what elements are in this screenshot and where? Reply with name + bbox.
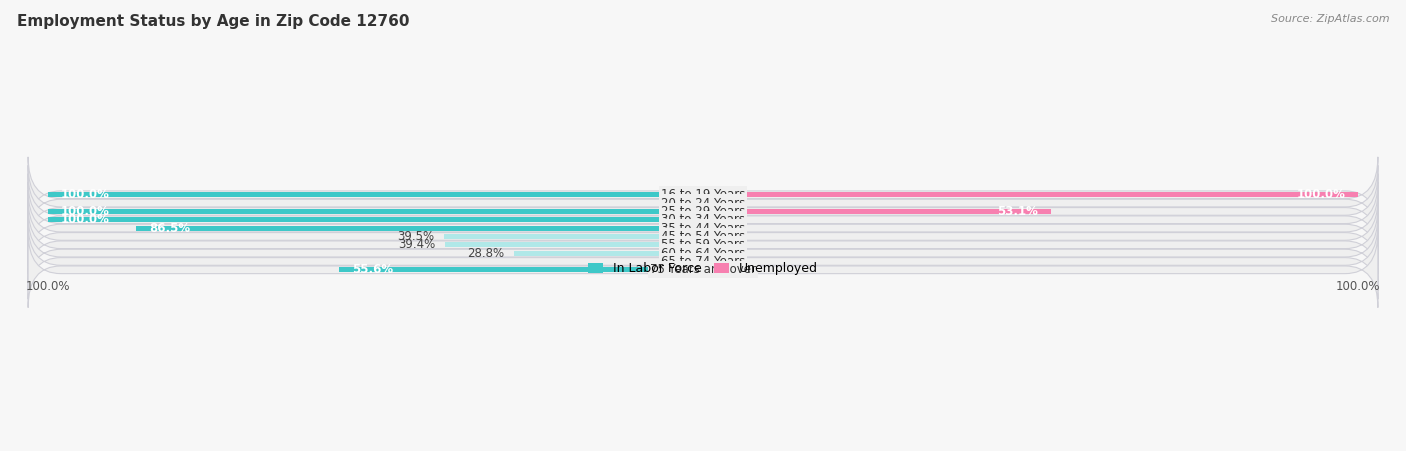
Text: 25 to 29 Years: 25 to 29 Years [661,205,745,218]
Bar [136,226,703,230]
Text: 30 to 34 Years: 30 to 34 Years [661,213,745,226]
Text: 39.4%: 39.4% [398,238,434,251]
Text: 100.0%: 100.0% [1296,188,1346,201]
Text: 65 to 74 Years: 65 to 74 Years [661,255,745,268]
Text: 0.0%: 0.0% [716,247,745,260]
Bar [48,192,703,197]
Text: 55 to 59 Years: 55 to 59 Years [661,238,745,251]
Text: 55.6%: 55.6% [352,263,392,276]
Text: 0.0%: 0.0% [716,263,745,276]
Text: 28.8%: 28.8% [467,247,505,260]
FancyBboxPatch shape [28,215,1378,291]
Bar [444,242,703,247]
Text: 86.5%: 86.5% [149,221,190,235]
FancyBboxPatch shape [28,157,1378,233]
Text: 53.1%: 53.1% [997,205,1038,218]
FancyBboxPatch shape [28,165,1378,241]
Text: 20 to 24 Years: 20 to 24 Years [661,197,745,210]
FancyBboxPatch shape [28,182,1378,258]
Bar [48,209,703,214]
Text: 100.0%: 100.0% [60,188,110,201]
Text: 0.0%: 0.0% [716,221,745,235]
Text: 0.0%: 0.0% [716,255,745,268]
FancyBboxPatch shape [28,174,1378,249]
Text: Source: ZipAtlas.com: Source: ZipAtlas.com [1271,14,1389,23]
Bar [48,217,703,222]
Text: 0.0%: 0.0% [716,197,745,210]
Text: 100.0%: 100.0% [60,205,110,218]
FancyBboxPatch shape [28,232,1378,308]
Text: 0.0%: 0.0% [716,230,745,243]
Bar [444,234,703,239]
FancyBboxPatch shape [28,224,1378,299]
Bar [703,192,1358,197]
Text: 35 to 44 Years: 35 to 44 Years [661,221,745,235]
Bar [515,251,703,256]
Legend: In Labor Force, Unemployed: In Labor Force, Unemployed [583,258,823,281]
Text: 60 to 64 Years: 60 to 64 Years [661,247,745,260]
Text: 0.0%: 0.0% [716,238,745,251]
FancyBboxPatch shape [28,190,1378,266]
Text: 0.0%: 0.0% [661,255,690,268]
Text: 45 to 54 Years: 45 to 54 Years [661,230,745,243]
Text: 0.0%: 0.0% [661,197,690,210]
Text: 0.0%: 0.0% [716,213,745,226]
Bar [703,209,1050,214]
Text: 75 Years and over: 75 Years and over [650,263,756,276]
Text: 16 to 19 Years: 16 to 19 Years [661,188,745,201]
Text: 100.0%: 100.0% [60,213,110,226]
Bar [339,267,703,272]
FancyBboxPatch shape [28,207,1378,283]
Text: Employment Status by Age in Zip Code 12760: Employment Status by Age in Zip Code 127… [17,14,409,28]
FancyBboxPatch shape [28,198,1378,274]
Text: 39.5%: 39.5% [398,230,434,243]
